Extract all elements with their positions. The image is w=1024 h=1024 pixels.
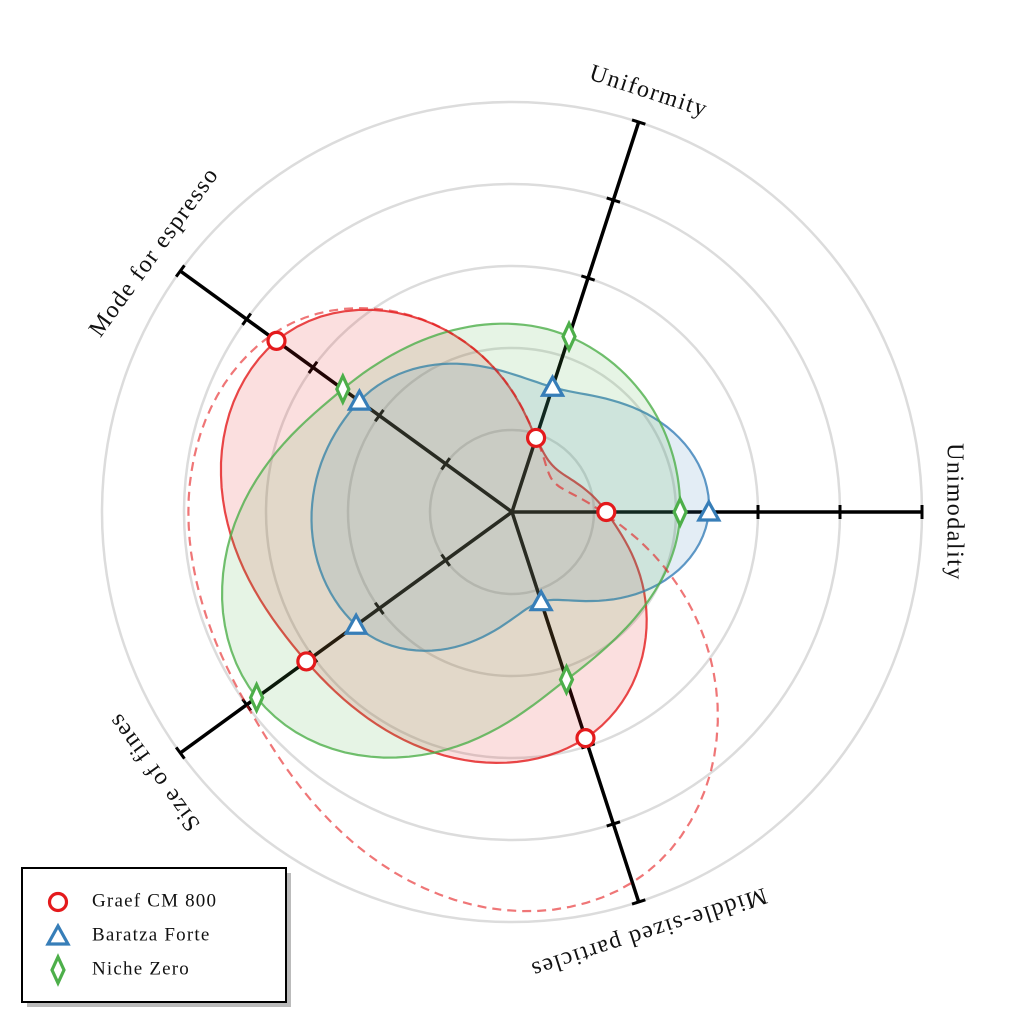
marker: [558, 662, 575, 697]
axis-tick: [440, 553, 451, 567]
legend: Graef CM 800 Baratza Forte Niche Zero: [21, 867, 291, 1007]
axis-tick: [580, 274, 596, 282]
series-area: [220, 322, 682, 759]
axis-tick: [373, 409, 385, 423]
marker: [335, 372, 351, 406]
marker: [343, 611, 369, 635]
marker: [539, 373, 566, 397]
series-area: [219, 308, 648, 765]
marker: [596, 501, 617, 523]
axis-label: Unimodality: [941, 443, 967, 581]
marker: [575, 728, 596, 749]
axis-tick: [631, 118, 646, 126]
legend-label: Baratza Forte: [92, 924, 210, 945]
axis-tick: [631, 898, 646, 906]
axis-tick: [606, 196, 621, 204]
legend-label: Niche Zero: [92, 958, 190, 979]
axis-tick: [373, 601, 385, 615]
marker: [528, 588, 554, 612]
axis-tick: [440, 457, 451, 471]
axis-tick: [241, 312, 252, 326]
axis-label: Size of fines: [103, 708, 206, 836]
marker: [266, 330, 287, 351]
marker: [296, 651, 317, 672]
marker: [672, 495, 688, 529]
marker: [561, 319, 577, 354]
dashed-curve: [187, 306, 719, 913]
axis-tick: [307, 360, 319, 374]
legend-label: Graef CM 800: [92, 890, 217, 911]
marker: [47, 891, 69, 913]
axis-label: Mode for espresso: [84, 162, 224, 341]
marker: [696, 498, 722, 522]
axis-line: [510, 511, 641, 903]
marker: [525, 427, 547, 449]
series-area: [310, 362, 711, 652]
marker: [346, 387, 373, 411]
axis-tick: [174, 746, 186, 760]
marker: [50, 953, 66, 987]
axis-tick: [606, 820, 621, 828]
marker: [45, 922, 71, 946]
legend-box: [21, 867, 287, 1003]
marker: [248, 680, 265, 715]
axis-tick: [174, 264, 186, 278]
